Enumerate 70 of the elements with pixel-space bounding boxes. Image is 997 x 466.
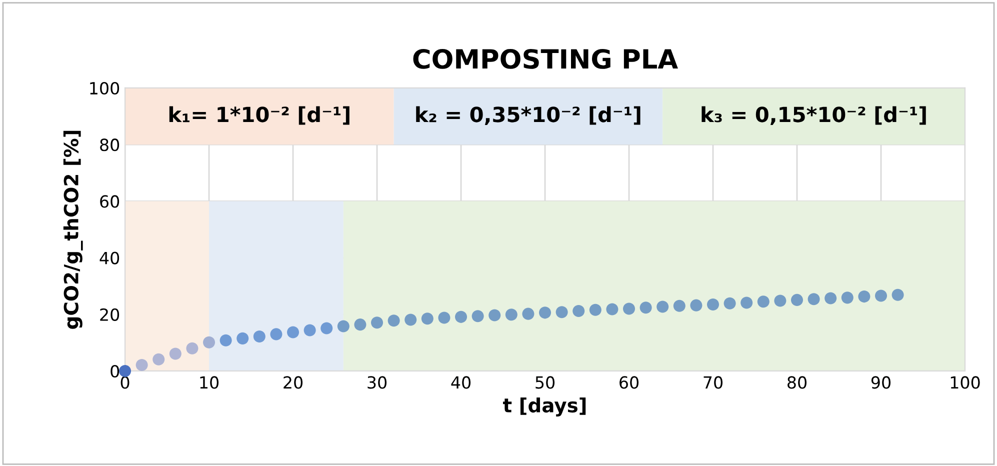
x-tick-label: 80	[788, 376, 806, 389]
y-tick-label: 60	[100, 195, 120, 208]
point	[455, 310, 468, 323]
point	[656, 300, 669, 313]
point	[589, 304, 602, 316]
point	[858, 290, 870, 303]
point	[119, 364, 132, 377]
point	[824, 292, 837, 304]
point	[320, 322, 333, 334]
point	[404, 314, 417, 326]
x-tick-label: 100	[950, 376, 980, 389]
x-tick-label: 30	[368, 376, 387, 389]
point	[488, 309, 501, 322]
point	[186, 342, 198, 354]
point	[606, 303, 618, 316]
point	[505, 308, 518, 321]
point	[892, 288, 904, 301]
point	[874, 290, 888, 302]
point	[438, 312, 450, 324]
point	[538, 306, 552, 319]
point	[236, 332, 249, 344]
y-tick-label: 80	[100, 138, 120, 152]
point	[337, 320, 350, 332]
x-tick-label: 0	[120, 376, 130, 389]
point	[472, 310, 484, 322]
point	[774, 294, 786, 307]
point	[253, 330, 266, 342]
point	[556, 306, 568, 318]
x-axis-title: t [days]	[503, 398, 586, 416]
point	[673, 300, 686, 312]
band-label: k₁= 1*10⁻² [d⁻¹]	[169, 106, 350, 125]
x-tick-label: 40	[451, 376, 471, 389]
point	[203, 336, 216, 348]
point	[841, 292, 854, 304]
band-label: k₃ = 0,15*10⁻² [d⁻¹]	[702, 106, 926, 125]
point	[622, 302, 636, 315]
y-tick-label: 0	[110, 364, 120, 378]
x-tick-label: 50	[536, 376, 555, 389]
point	[640, 302, 652, 314]
y-axis-title: gCO2/g_thCO2 [%]	[63, 130, 83, 329]
band-label: k₂ = 0,35*10⁻² [d⁻¹]	[416, 106, 640, 125]
y-tick-label: 40	[100, 252, 120, 264]
x-tick-label: 10	[200, 376, 219, 389]
point	[740, 296, 753, 309]
point	[790, 294, 804, 306]
point	[388, 314, 400, 327]
point	[706, 298, 720, 310]
y-tick-label: 100	[90, 82, 120, 95]
point	[572, 304, 585, 317]
y-tick-label: 20	[100, 308, 120, 321]
x-tick-label: 90	[871, 376, 890, 389]
point	[136, 359, 148, 372]
chart-title: COMPOSTING PLA	[413, 48, 678, 69]
point	[220, 334, 232, 346]
point	[522, 308, 534, 320]
point	[371, 316, 384, 329]
x-tick-label: 20	[284, 376, 303, 389]
point	[304, 324, 316, 336]
point	[287, 326, 300, 338]
point	[152, 353, 165, 366]
point	[690, 299, 702, 312]
point	[808, 293, 820, 306]
point	[421, 312, 434, 325]
point	[724, 297, 736, 310]
x-tick-label: 70	[704, 376, 722, 389]
x-tick-label: 60	[620, 376, 639, 389]
point	[270, 328, 282, 340]
point	[169, 348, 182, 360]
point	[354, 318, 366, 331]
point	[757, 296, 770, 308]
